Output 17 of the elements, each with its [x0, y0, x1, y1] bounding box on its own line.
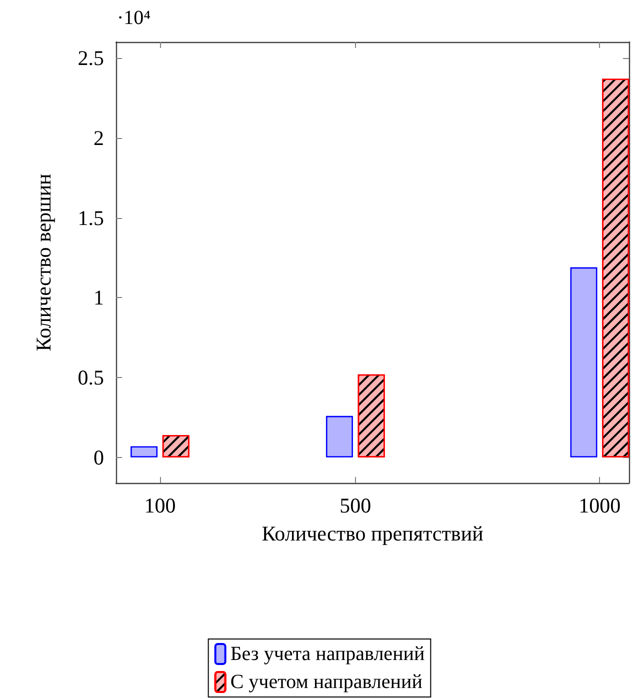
x-axis-title: Количество препятствий [262, 522, 484, 546]
legend-label: Без учета направлений [230, 643, 425, 665]
x-tick-label: 100 [144, 494, 176, 518]
x-tick-label: 500 [340, 494, 372, 518]
y-tick-label: 1.5 [78, 206, 104, 230]
bar [130, 446, 158, 458]
y-tick-label: 2.5 [78, 46, 104, 70]
y-tick-label: 1 [94, 286, 104, 310]
y-tick-label: 0.5 [78, 366, 104, 390]
y-tick-label: 2 [94, 126, 104, 150]
y-tick-label: 0 [94, 445, 104, 470]
text: ·10⁴ [117, 7, 151, 29]
bar [570, 267, 598, 458]
x-tick-label: 1000 [578, 494, 621, 518]
y-axis-title: Количество вершин [32, 174, 56, 352]
legend-label: С учетом направлений [230, 671, 423, 693]
bar [326, 416, 353, 458]
